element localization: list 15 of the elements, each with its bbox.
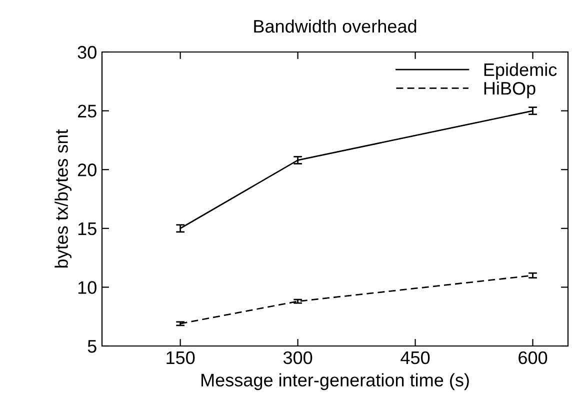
y-tick-label: 25	[78, 104, 96, 118]
y-tick-label: 5	[88, 340, 96, 353]
x-axis-title: Message inter-generation time (s)	[202, 373, 469, 390]
x-tick-label: 450	[400, 351, 430, 364]
x-tick-label: 150	[166, 351, 195, 364]
y-tick-label: 15	[78, 222, 96, 236]
x-tick-label: 300	[283, 351, 312, 364]
y-tick-label: 20	[78, 164, 96, 176]
chart-title: Bandwidth overhead	[254, 19, 416, 33]
legend-label: Epidemic	[484, 62, 557, 80]
y-axis-title: bytes tx/bytes snt	[54, 129, 72, 268]
y-tick-label: 10	[78, 281, 96, 294]
legend-label: HiBOp	[484, 81, 536, 98]
x-tick-label: 600	[518, 351, 548, 364]
y-tick-label: 30	[78, 46, 96, 59]
